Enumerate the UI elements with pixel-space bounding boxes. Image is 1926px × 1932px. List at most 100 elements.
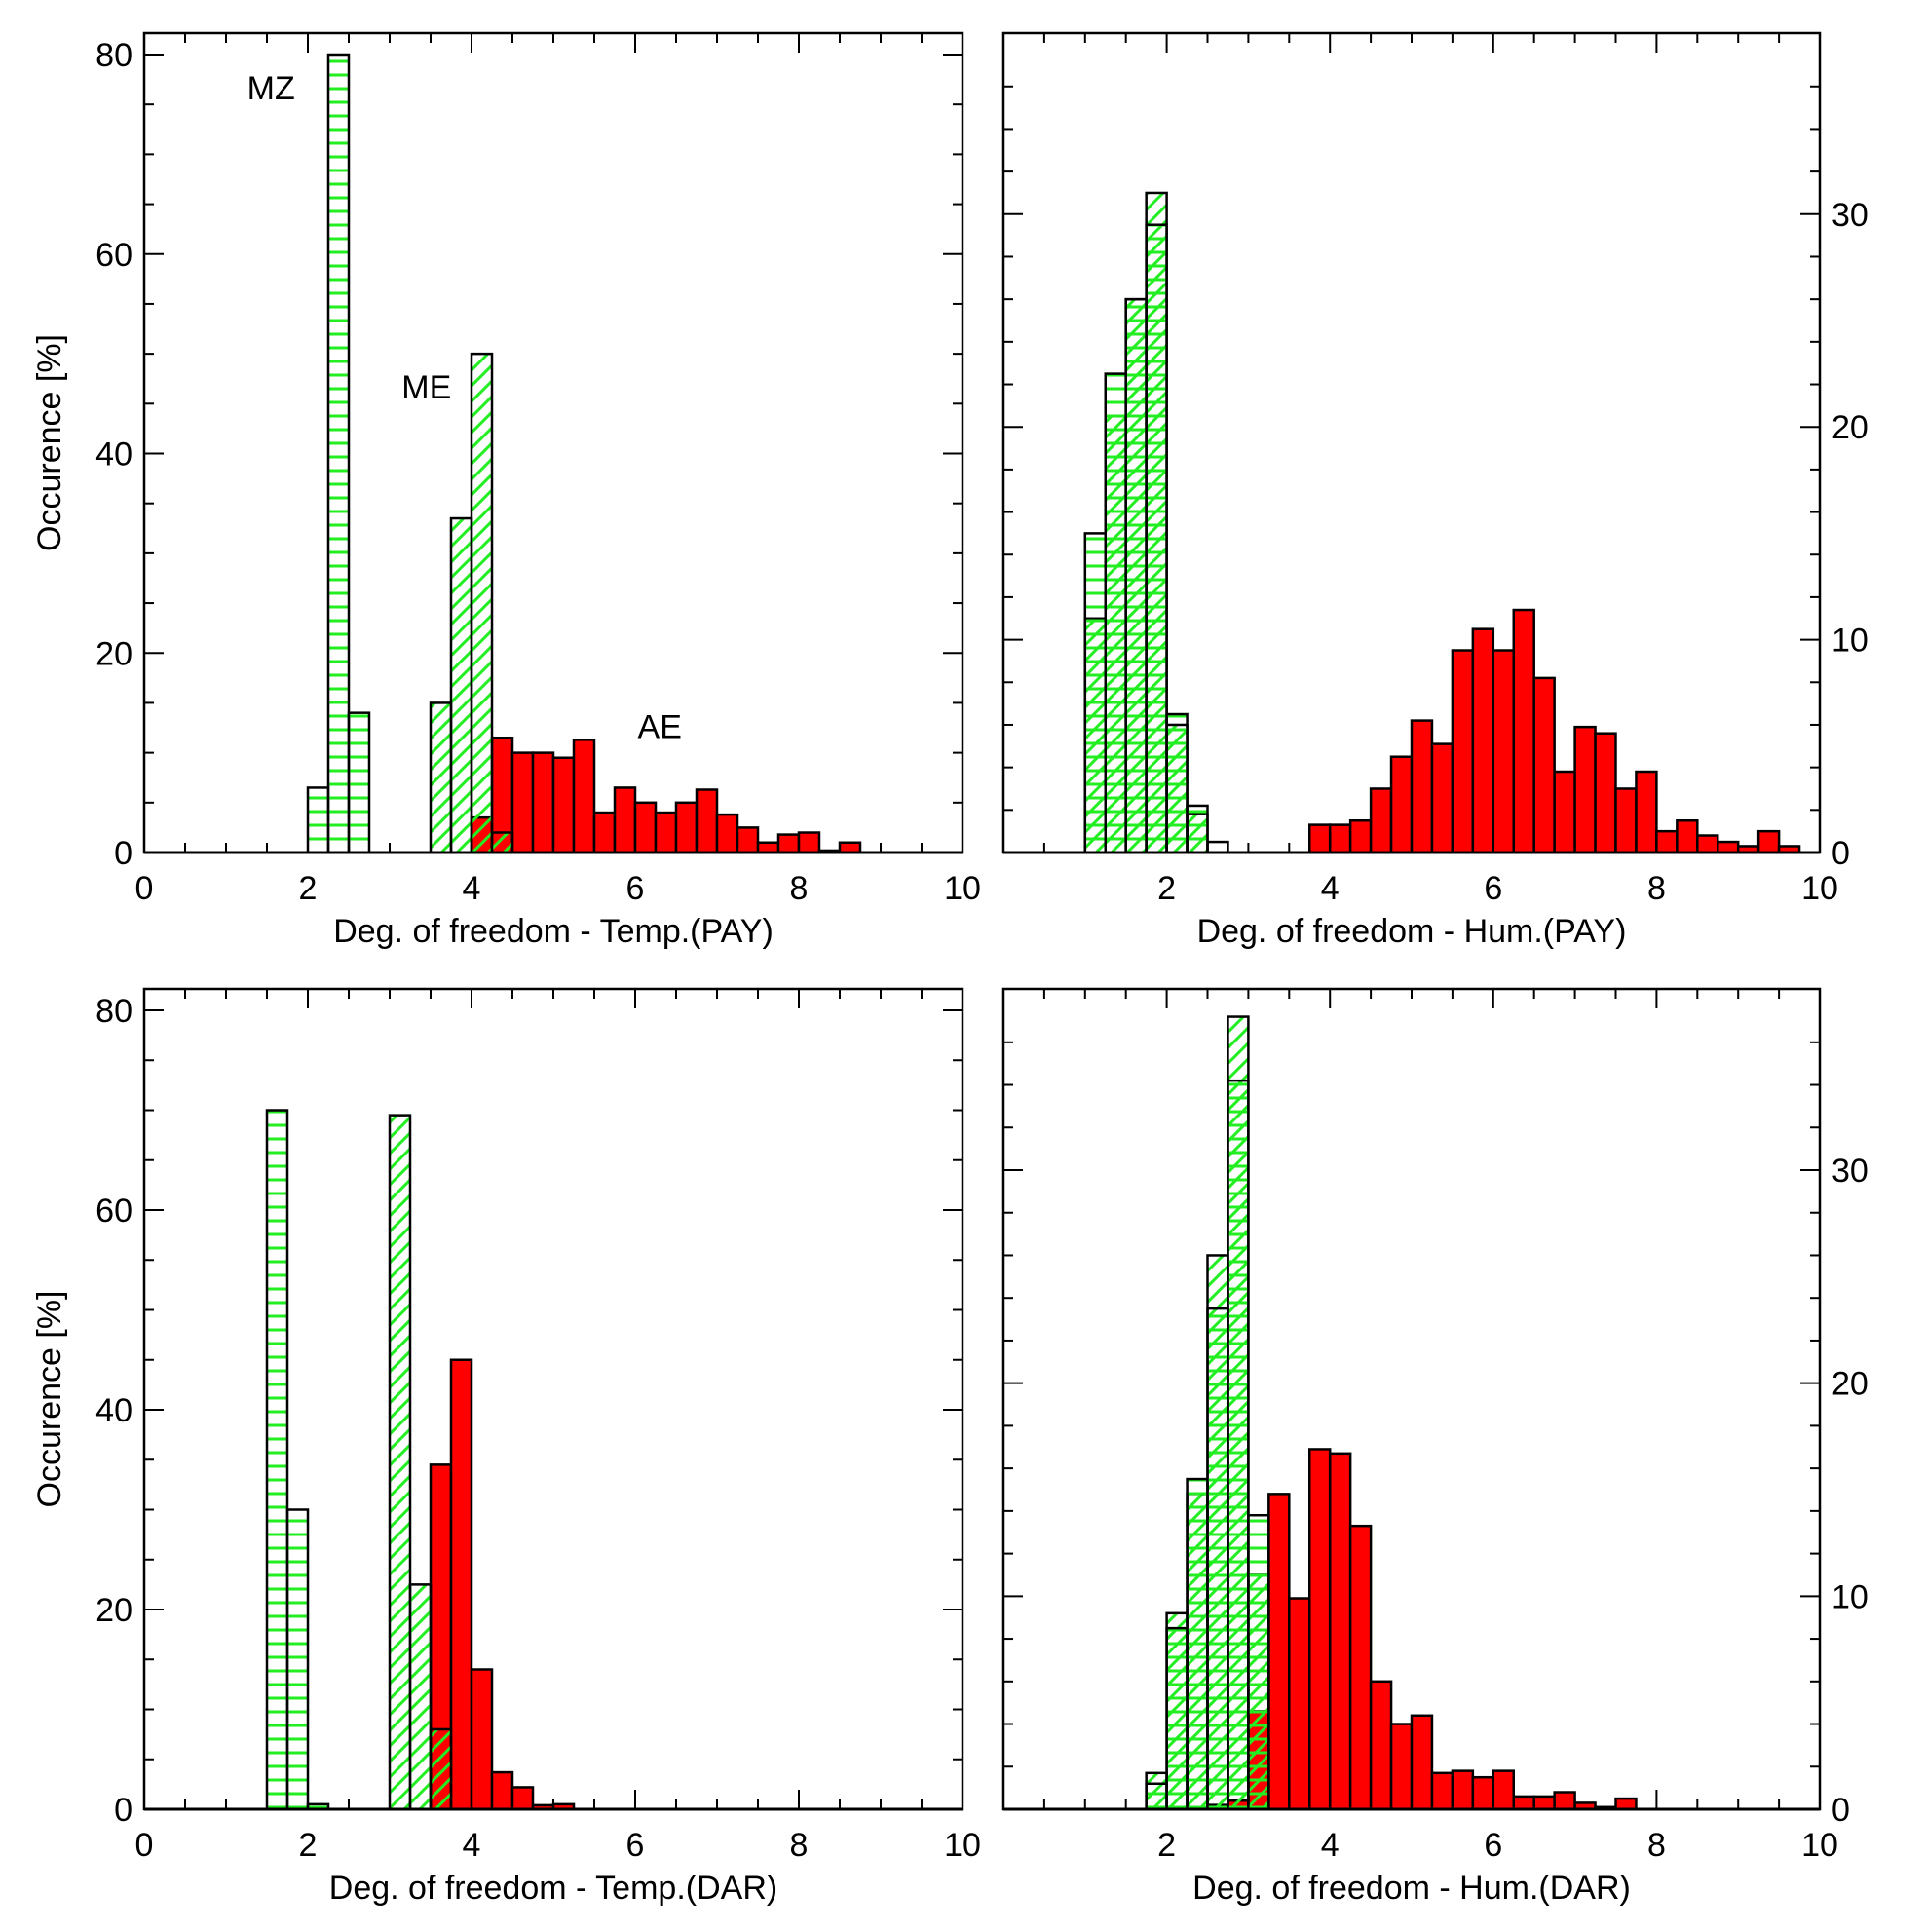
bar-ae-15 (1614, 787, 1638, 854)
bar-ae-4 (551, 756, 576, 854)
bar-mz-6 (1206, 840, 1229, 854)
bar-ae-7 (613, 786, 637, 854)
bar-ae-10 (1410, 1714, 1434, 1811)
y-tick-label: 80 (95, 993, 132, 1030)
bar-ae-6 (1430, 742, 1454, 854)
x-tick-label: 10 (1801, 870, 1838, 907)
x-axis-label: Deg. of freedom - Hum.(DAR) (1192, 1870, 1631, 1907)
series-mz (306, 53, 371, 854)
y-tick-label: 20 (1832, 1366, 1869, 1403)
x-tick-label: 0 (135, 870, 154, 907)
y-tick-label: 10 (1832, 623, 1869, 660)
bar-ae-11 (695, 788, 719, 854)
series-ae (1308, 608, 1801, 854)
x-tick-label: 0 (135, 1827, 154, 1864)
bar-ae-18 (1676, 818, 1699, 854)
bar-me-0 (429, 701, 453, 854)
bar-ae-9 (1492, 649, 1516, 854)
plot-frame (142, 31, 964, 854)
y-tick-label: 60 (95, 237, 132, 274)
bar-mz-4 (1227, 1079, 1250, 1811)
y-axis-ticks: 0 20 40 60 80 (95, 993, 963, 1829)
bar-ae-2 (470, 1668, 494, 1811)
y-tick-label: 40 (95, 436, 132, 474)
x-tick-label: 6 (626, 870, 645, 907)
bar-mz-5 (1247, 1513, 1270, 1811)
x-tick-label: 8 (790, 870, 809, 907)
annotation-ae: AE (638, 708, 682, 745)
annotation-me: ME (401, 369, 451, 406)
bar-ae-17 (1655, 829, 1679, 854)
bar-ae-13 (1471, 1775, 1495, 1811)
x-tick-label: 2 (299, 870, 318, 907)
bar-ae-14 (1492, 1769, 1516, 1811)
bar-ae-8 (633, 801, 658, 854)
series-mz (1083, 223, 1229, 854)
bar-ae-20 (1614, 1797, 1638, 1811)
y-tick-label: 10 (1832, 1578, 1869, 1615)
series-mz (265, 1109, 330, 1811)
bar-ae-3 (1267, 1493, 1291, 1811)
y-axis-ticks: 0 10 20 30 (1003, 85, 1869, 872)
y-axis-label: Occurence [%] (31, 334, 68, 551)
bar-ae-7 (1348, 1524, 1373, 1811)
bar-ae-11 (1532, 676, 1556, 854)
bar-ae-16 (797, 831, 821, 854)
x-axis-ticks: 2 4 6 8 10 (1002, 33, 1838, 907)
bar-ae-18 (838, 841, 862, 854)
bar-ae-4 (1389, 755, 1414, 854)
y-axis-ticks: 0 10 20 30 (1003, 1041, 1869, 1829)
y-axis-label: Occurence [%] (31, 1291, 68, 1508)
bar-ae-2 (1348, 818, 1373, 854)
x-axis-label: Deg. of freedom - Temp.(DAR) (329, 1870, 777, 1907)
x-tick-label: 6 (626, 1827, 645, 1864)
x-axis-ticks: 0 2 4 6 8 10 (135, 33, 981, 907)
y-tick-label: 30 (1832, 1153, 1869, 1190)
bar-ae-12 (715, 813, 739, 854)
bar-mz-1 (285, 1508, 310, 1811)
bar-mz-2 (347, 711, 371, 854)
bar-ae-15 (1512, 1795, 1535, 1811)
bar-ae-14 (756, 841, 780, 854)
bar-mz-1 (1165, 1626, 1189, 1811)
bar-mz-3 (1206, 1307, 1229, 1811)
y-tick-label: 0 (114, 835, 132, 872)
panel-top-left: 0 2 4 6 8 10 0 20 40 60 80 Deg. of freedom - Temp.(… (31, 31, 981, 950)
bar-me-1 (449, 516, 473, 854)
bar-ae-12 (1451, 1769, 1475, 1811)
x-axis-label: Deg. of freedom - Temp.(PAY) (333, 913, 774, 950)
series-ae (470, 737, 862, 854)
bar-ae-5 (572, 739, 596, 854)
bar-mz-3 (1145, 223, 1168, 854)
x-tick-label: 8 (1647, 870, 1666, 907)
bar-ae-3 (1369, 787, 1393, 854)
bar-mz-0 (306, 786, 330, 854)
x-axis-label: Deg. of freedom - Hum.(PAY) (1197, 913, 1627, 950)
bar-ae-4 (1288, 1597, 1311, 1811)
bar-ae-0 (1308, 823, 1332, 854)
bar-ae-6 (1328, 1452, 1352, 1811)
annotation-mz: MZ (247, 70, 295, 107)
bar-ae-8 (1369, 1680, 1393, 1811)
bar-mz-2 (1124, 297, 1148, 854)
bar-ae-10 (1512, 608, 1535, 854)
x-tick-label: 4 (463, 870, 481, 907)
bar-ae-7 (1451, 649, 1475, 854)
bar-ae-2 (510, 751, 535, 854)
x-tick-label: 10 (1801, 1827, 1838, 1864)
bar-ae-5 (1410, 719, 1434, 854)
bar-ae-14 (1594, 732, 1617, 854)
x-tick-label: 2 (1157, 1827, 1176, 1864)
bar-me-0 (388, 1114, 412, 1811)
x-tick-label: 4 (463, 1827, 481, 1864)
y-tick-label: 0 (1832, 1792, 1850, 1829)
y-tick-label: 40 (95, 1392, 132, 1429)
bar-ae-1 (449, 1358, 473, 1811)
bar-ae-12 (1553, 770, 1576, 854)
y-tick-label: 30 (1832, 197, 1869, 234)
bar-ae-13 (1573, 725, 1597, 854)
bar-me-2 (429, 1727, 453, 1811)
